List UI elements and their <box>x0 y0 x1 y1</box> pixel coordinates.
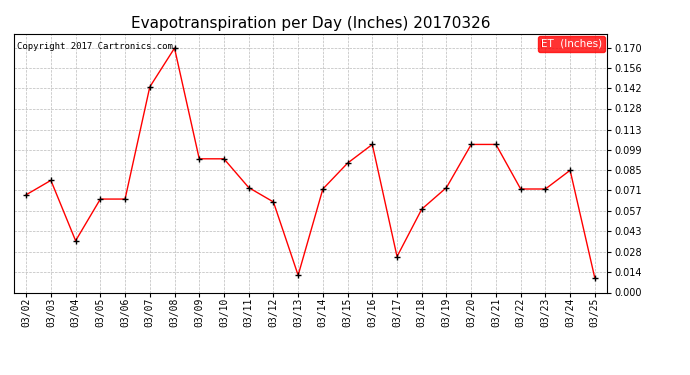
Legend: ET  (Inches): ET (Inches) <box>538 36 605 52</box>
Title: Evapotranspiration per Day (Inches) 20170326: Evapotranspiration per Day (Inches) 2017… <box>130 16 491 31</box>
Text: Copyright 2017 Cartronics.com: Copyright 2017 Cartronics.com <box>17 42 172 51</box>
